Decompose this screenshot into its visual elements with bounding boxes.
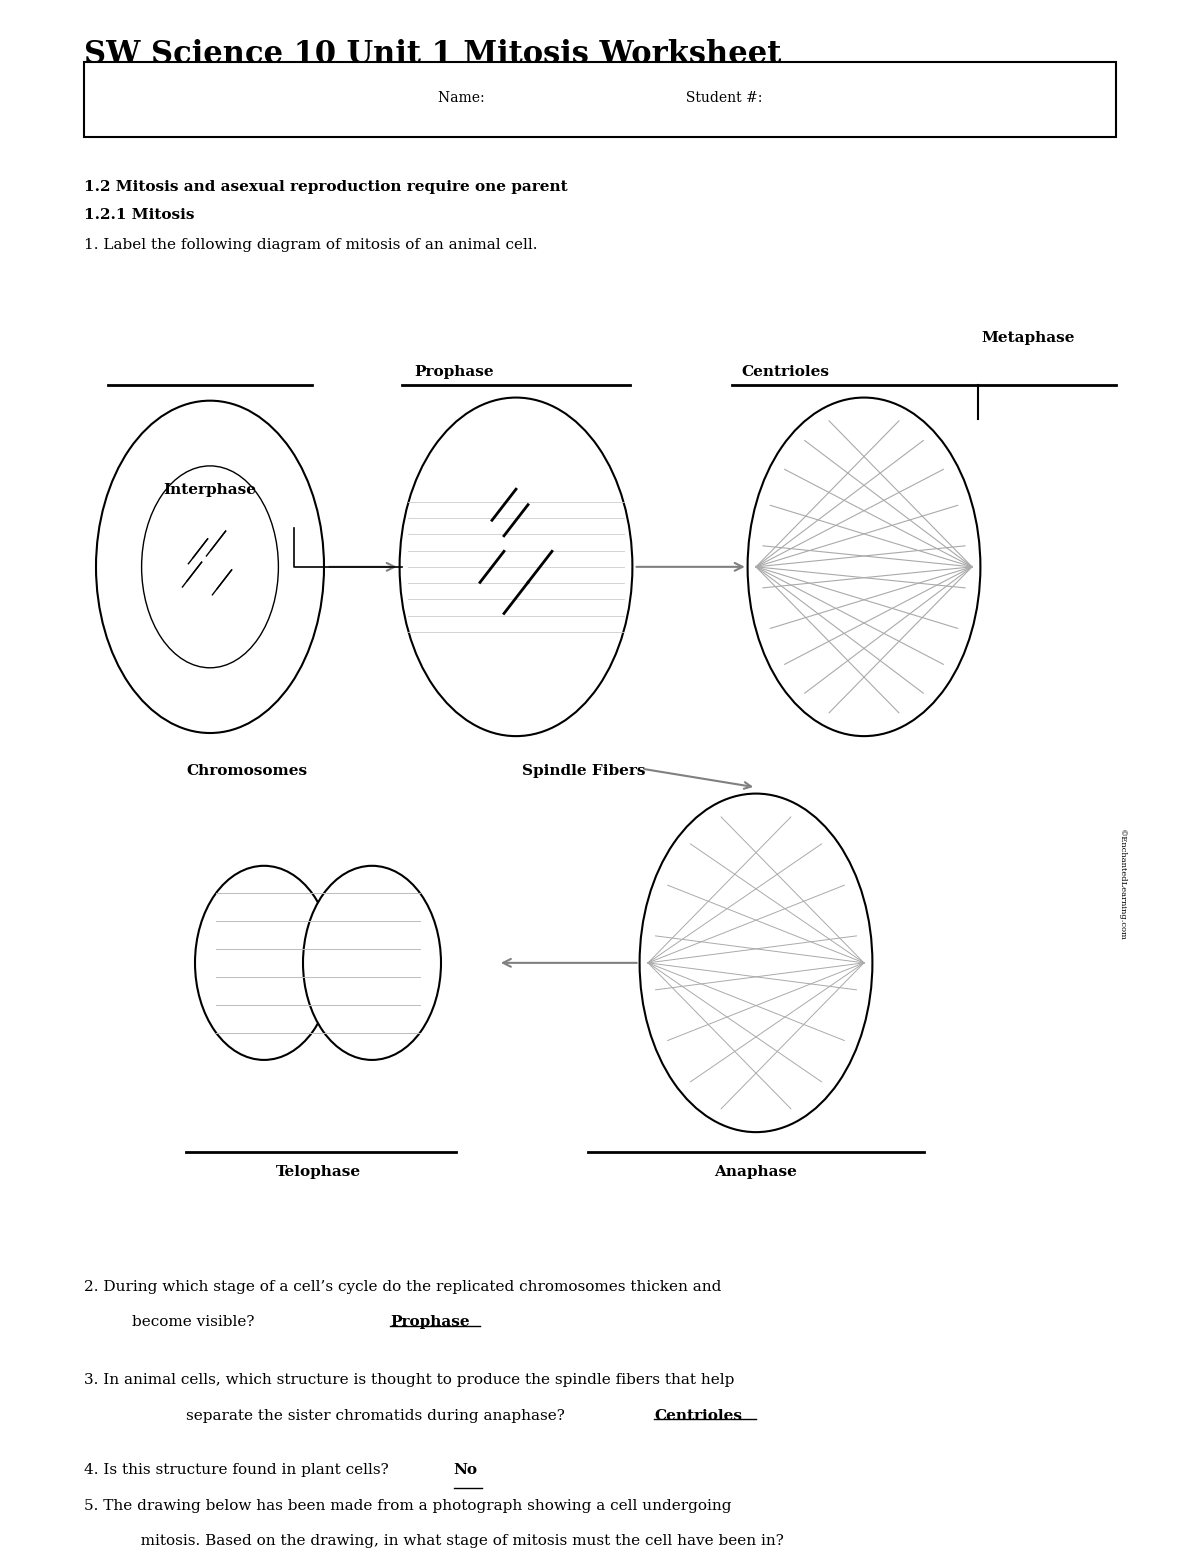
Text: 1. Label the following diagram of mitosis of an animal cell.: 1. Label the following diagram of mitosi… — [84, 238, 538, 252]
Text: Prophase: Prophase — [390, 1315, 469, 1329]
Ellipse shape — [96, 401, 324, 733]
Text: 1.2.1 Mitosis: 1.2.1 Mitosis — [84, 208, 194, 222]
Text: Interphase: Interphase — [163, 483, 257, 497]
Text: Chromosomes: Chromosomes — [186, 764, 307, 778]
Text: Spindle Fibers: Spindle Fibers — [522, 764, 646, 778]
Text: 4. Is this structure found in plant cells?: 4. Is this structure found in plant cell… — [84, 1463, 394, 1477]
Text: Centrioles: Centrioles — [742, 365, 829, 379]
Text: ©EnchantedLearning.com: ©EnchantedLearning.com — [1118, 829, 1126, 941]
Text: Prophase: Prophase — [414, 365, 493, 379]
Text: 1.2 Mitosis and asexual reproduction require one parent: 1.2 Mitosis and asexual reproduction req… — [84, 180, 568, 194]
Ellipse shape — [302, 867, 442, 1061]
Ellipse shape — [142, 466, 278, 668]
Ellipse shape — [640, 794, 872, 1132]
Text: 5. The drawing below has been made from a photograph showing a cell undergoing: 5. The drawing below has been made from … — [84, 1499, 732, 1513]
Ellipse shape — [400, 398, 632, 736]
Text: become visible?: become visible? — [132, 1315, 259, 1329]
Text: mitosis. Based on the drawing, in what stage of mitosis must the cell have been : mitosis. Based on the drawing, in what s… — [126, 1534, 784, 1548]
Text: SW Science 10 Unit 1 Mitosis Worksheet: SW Science 10 Unit 1 Mitosis Worksheet — [84, 39, 781, 70]
Text: 2. During which stage of a cell’s cycle do the replicated chromosomes thicken an: 2. During which stage of a cell’s cycle … — [84, 1280, 721, 1294]
FancyBboxPatch shape — [84, 62, 1116, 137]
Ellipse shape — [196, 867, 334, 1061]
Text: Telophase: Telophase — [276, 1165, 360, 1179]
Ellipse shape — [748, 398, 980, 736]
Text: Centrioles: Centrioles — [654, 1409, 742, 1423]
Text: Metaphase: Metaphase — [982, 331, 1075, 345]
Text: Anaphase: Anaphase — [714, 1165, 798, 1179]
Text: 3. In animal cells, which structure is thought to produce the spindle fibers tha: 3. In animal cells, which structure is t… — [84, 1373, 734, 1387]
Text: No: No — [454, 1463, 478, 1477]
Text: separate the sister chromatids during anaphase?: separate the sister chromatids during an… — [186, 1409, 570, 1423]
Text: Name:                                              Student #:: Name: Student #: — [438, 90, 762, 106]
